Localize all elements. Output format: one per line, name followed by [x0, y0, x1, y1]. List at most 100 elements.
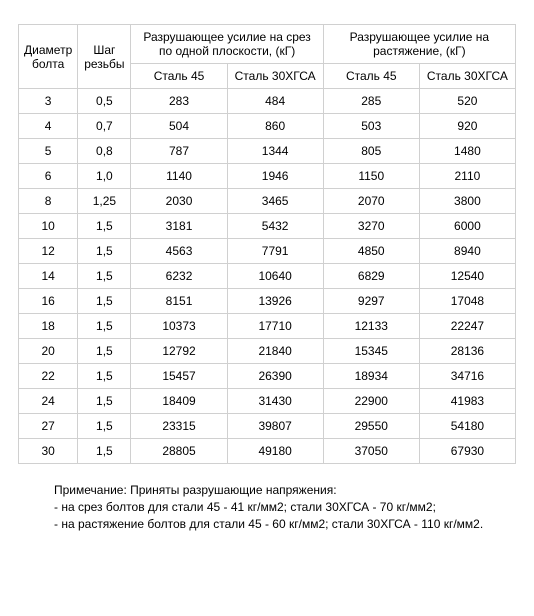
cell-s30: 21840 [227, 339, 323, 364]
cell-s30: 49180 [227, 439, 323, 464]
cell-p: 1,5 [78, 214, 131, 239]
bolt-strength-table: Диаметр болта Шаг резьбы Разрушающее уси… [18, 24, 516, 464]
cell-t30: 28136 [419, 339, 515, 364]
cell-t45: 37050 [323, 439, 419, 464]
cell-p: 1,5 [78, 339, 131, 364]
cell-s30: 1946 [227, 164, 323, 189]
table-row: 30,5283484285520 [19, 89, 516, 114]
cell-d: 27 [19, 414, 78, 439]
cell-s45: 1140 [131, 164, 227, 189]
cell-s45: 12792 [131, 339, 227, 364]
table-row: 271,523315398072955054180 [19, 414, 516, 439]
cell-t30: 920 [419, 114, 515, 139]
table-row: 161,5815113926929717048 [19, 289, 516, 314]
cell-p: 1,5 [78, 264, 131, 289]
table-row: 221,515457263901893434716 [19, 364, 516, 389]
cell-p: 0,5 [78, 89, 131, 114]
table-row: 50,878713448051480 [19, 139, 516, 164]
cell-s45: 283 [131, 89, 227, 114]
cell-s30: 860 [227, 114, 323, 139]
cell-t45: 22900 [323, 389, 419, 414]
cell-p: 0,7 [78, 114, 131, 139]
cell-t30: 12540 [419, 264, 515, 289]
cell-t30: 3800 [419, 189, 515, 214]
cell-p: 1,5 [78, 364, 131, 389]
cell-p: 0,8 [78, 139, 131, 164]
header-shear-steel45: Сталь 45 [131, 64, 227, 89]
cell-s45: 10373 [131, 314, 227, 339]
cell-d: 20 [19, 339, 78, 364]
cell-s30: 3465 [227, 189, 323, 214]
cell-t30: 17048 [419, 289, 515, 314]
cell-d: 16 [19, 289, 78, 314]
cell-s30: 39807 [227, 414, 323, 439]
cell-p: 1,5 [78, 239, 131, 264]
cell-t30: 67930 [419, 439, 515, 464]
cell-t45: 29550 [323, 414, 419, 439]
cell-p: 1,5 [78, 389, 131, 414]
header-tension-group: Разрушающее усилие на растяжение, (кГ) [323, 25, 515, 64]
cell-t30: 2110 [419, 164, 515, 189]
cell-d: 3 [19, 89, 78, 114]
cell-s45: 504 [131, 114, 227, 139]
cell-s45: 23315 [131, 414, 227, 439]
table-row: 101,53181543232706000 [19, 214, 516, 239]
table-row: 201,512792218401534528136 [19, 339, 516, 364]
cell-s30: 7791 [227, 239, 323, 264]
cell-t45: 285 [323, 89, 419, 114]
table-row: 241,518409314302290041983 [19, 389, 516, 414]
cell-t30: 6000 [419, 214, 515, 239]
cell-t45: 3270 [323, 214, 419, 239]
cell-p: 1,5 [78, 314, 131, 339]
cell-s45: 3181 [131, 214, 227, 239]
cell-s30: 10640 [227, 264, 323, 289]
header-tension-steel30: Сталь 30ХГСА [419, 64, 515, 89]
note-line: Примечание: Приняты разрушающие напряжен… [54, 482, 516, 499]
cell-s45: 28805 [131, 439, 227, 464]
cell-t30: 41983 [419, 389, 515, 414]
table-row: 301,528805491803705067930 [19, 439, 516, 464]
note-line: - на срез болтов для стали 45 - 41 кг/мм… [54, 499, 516, 516]
cell-p: 1,5 [78, 439, 131, 464]
cell-d: 30 [19, 439, 78, 464]
cell-t30: 1480 [419, 139, 515, 164]
cell-d: 18 [19, 314, 78, 339]
cell-s30: 5432 [227, 214, 323, 239]
cell-t30: 8940 [419, 239, 515, 264]
notes-block: Примечание: Приняты разрушающие напряжен… [54, 482, 516, 532]
cell-d: 24 [19, 389, 78, 414]
header-shear-group: Разрушающее усилие на срез по одной плос… [131, 25, 323, 64]
table-row: 81,252030346520703800 [19, 189, 516, 214]
note-line: - на растяжение болтов для стали 45 - 60… [54, 516, 516, 533]
cell-t45: 4850 [323, 239, 419, 264]
cell-d: 22 [19, 364, 78, 389]
header-pitch: Шаг резьбы [78, 25, 131, 89]
cell-d: 4 [19, 114, 78, 139]
cell-p: 1,5 [78, 289, 131, 314]
cell-s30: 13926 [227, 289, 323, 314]
cell-s45: 2030 [131, 189, 227, 214]
cell-s45: 8151 [131, 289, 227, 314]
header-diameter: Диаметр болта [19, 25, 78, 89]
cell-t45: 15345 [323, 339, 419, 364]
cell-t45: 6829 [323, 264, 419, 289]
cell-s30: 1344 [227, 139, 323, 164]
cell-s45: 787 [131, 139, 227, 164]
table-row: 40,7504860503920 [19, 114, 516, 139]
cell-d: 10 [19, 214, 78, 239]
cell-t45: 1150 [323, 164, 419, 189]
cell-t45: 805 [323, 139, 419, 164]
table-row: 141,5623210640682912540 [19, 264, 516, 289]
table-row: 121,54563779148508940 [19, 239, 516, 264]
cell-s30: 484 [227, 89, 323, 114]
header-tension-steel45: Сталь 45 [323, 64, 419, 89]
cell-s30: 17710 [227, 314, 323, 339]
cell-d: 14 [19, 264, 78, 289]
cell-s45: 15457 [131, 364, 227, 389]
cell-t45: 18934 [323, 364, 419, 389]
cell-s45: 4563 [131, 239, 227, 264]
cell-t45: 2070 [323, 189, 419, 214]
cell-d: 12 [19, 239, 78, 264]
cell-s45: 18409 [131, 389, 227, 414]
cell-t45: 9297 [323, 289, 419, 314]
